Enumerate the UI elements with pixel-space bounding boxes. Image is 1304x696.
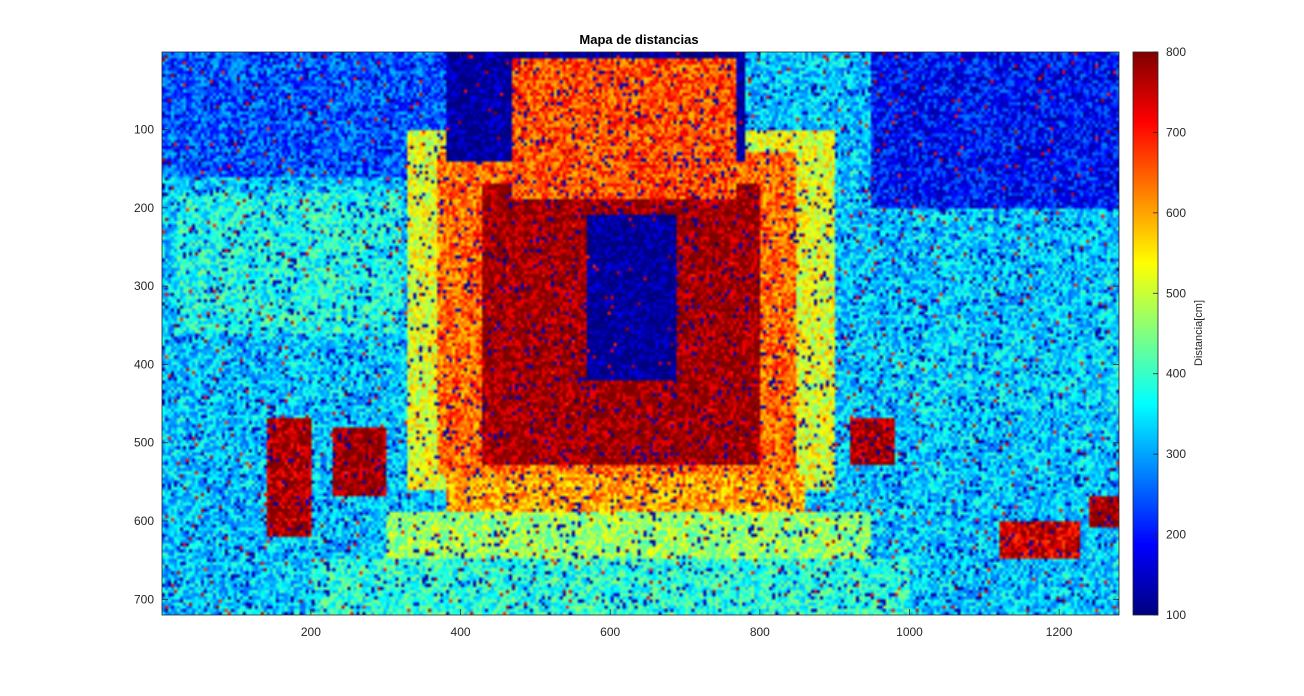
colorbar-tick-label: 100: [1166, 608, 1186, 622]
colorbar-tick-label: 600: [1166, 206, 1186, 220]
x-tick-label: 1000: [896, 625, 923, 639]
plot-frame: [161, 51, 1120, 616]
y-tick-label: 400: [134, 357, 154, 371]
y-tick-label: 700: [134, 592, 154, 606]
colorbar-tick-label: 500: [1166, 286, 1186, 300]
y-tick-label: 100: [134, 123, 154, 137]
colorbar: [1132, 51, 1159, 616]
colorbar-label: Distancia[cm]: [1193, 300, 1205, 366]
chart-title: Mapa de distancias: [579, 32, 698, 47]
colorbar-ticks: 100 200 300 400 500 600 700 800: [1153, 45, 1186, 622]
colorbar-tick-label: 300: [1166, 447, 1186, 461]
heatmap-image: [162, 52, 1119, 615]
colorbar-tick-label: 700: [1166, 125, 1186, 139]
y-axis: 100 200 300 400 500 600 700: [134, 123, 1119, 606]
x-tick-label: 200: [301, 625, 321, 639]
x-axis: 200 400 600 800 1000 1200: [301, 52, 1073, 639]
plot-border: [161, 51, 1120, 616]
colorbar-tick-label: 200: [1166, 528, 1186, 542]
y-tick-label: 500: [134, 436, 154, 450]
x-tick-label: 800: [750, 625, 770, 639]
x-tick-label: 400: [451, 625, 471, 639]
x-tick-label: 1200: [1046, 625, 1073, 639]
colorbar-tick-label: 800: [1166, 45, 1186, 59]
y-tick-label: 300: [134, 279, 154, 293]
y-tick-label: 600: [134, 514, 154, 528]
y-tick-label: 200: [134, 201, 154, 215]
x-tick-label: 600: [600, 625, 620, 639]
colorbar-tick-label: 400: [1166, 367, 1186, 381]
